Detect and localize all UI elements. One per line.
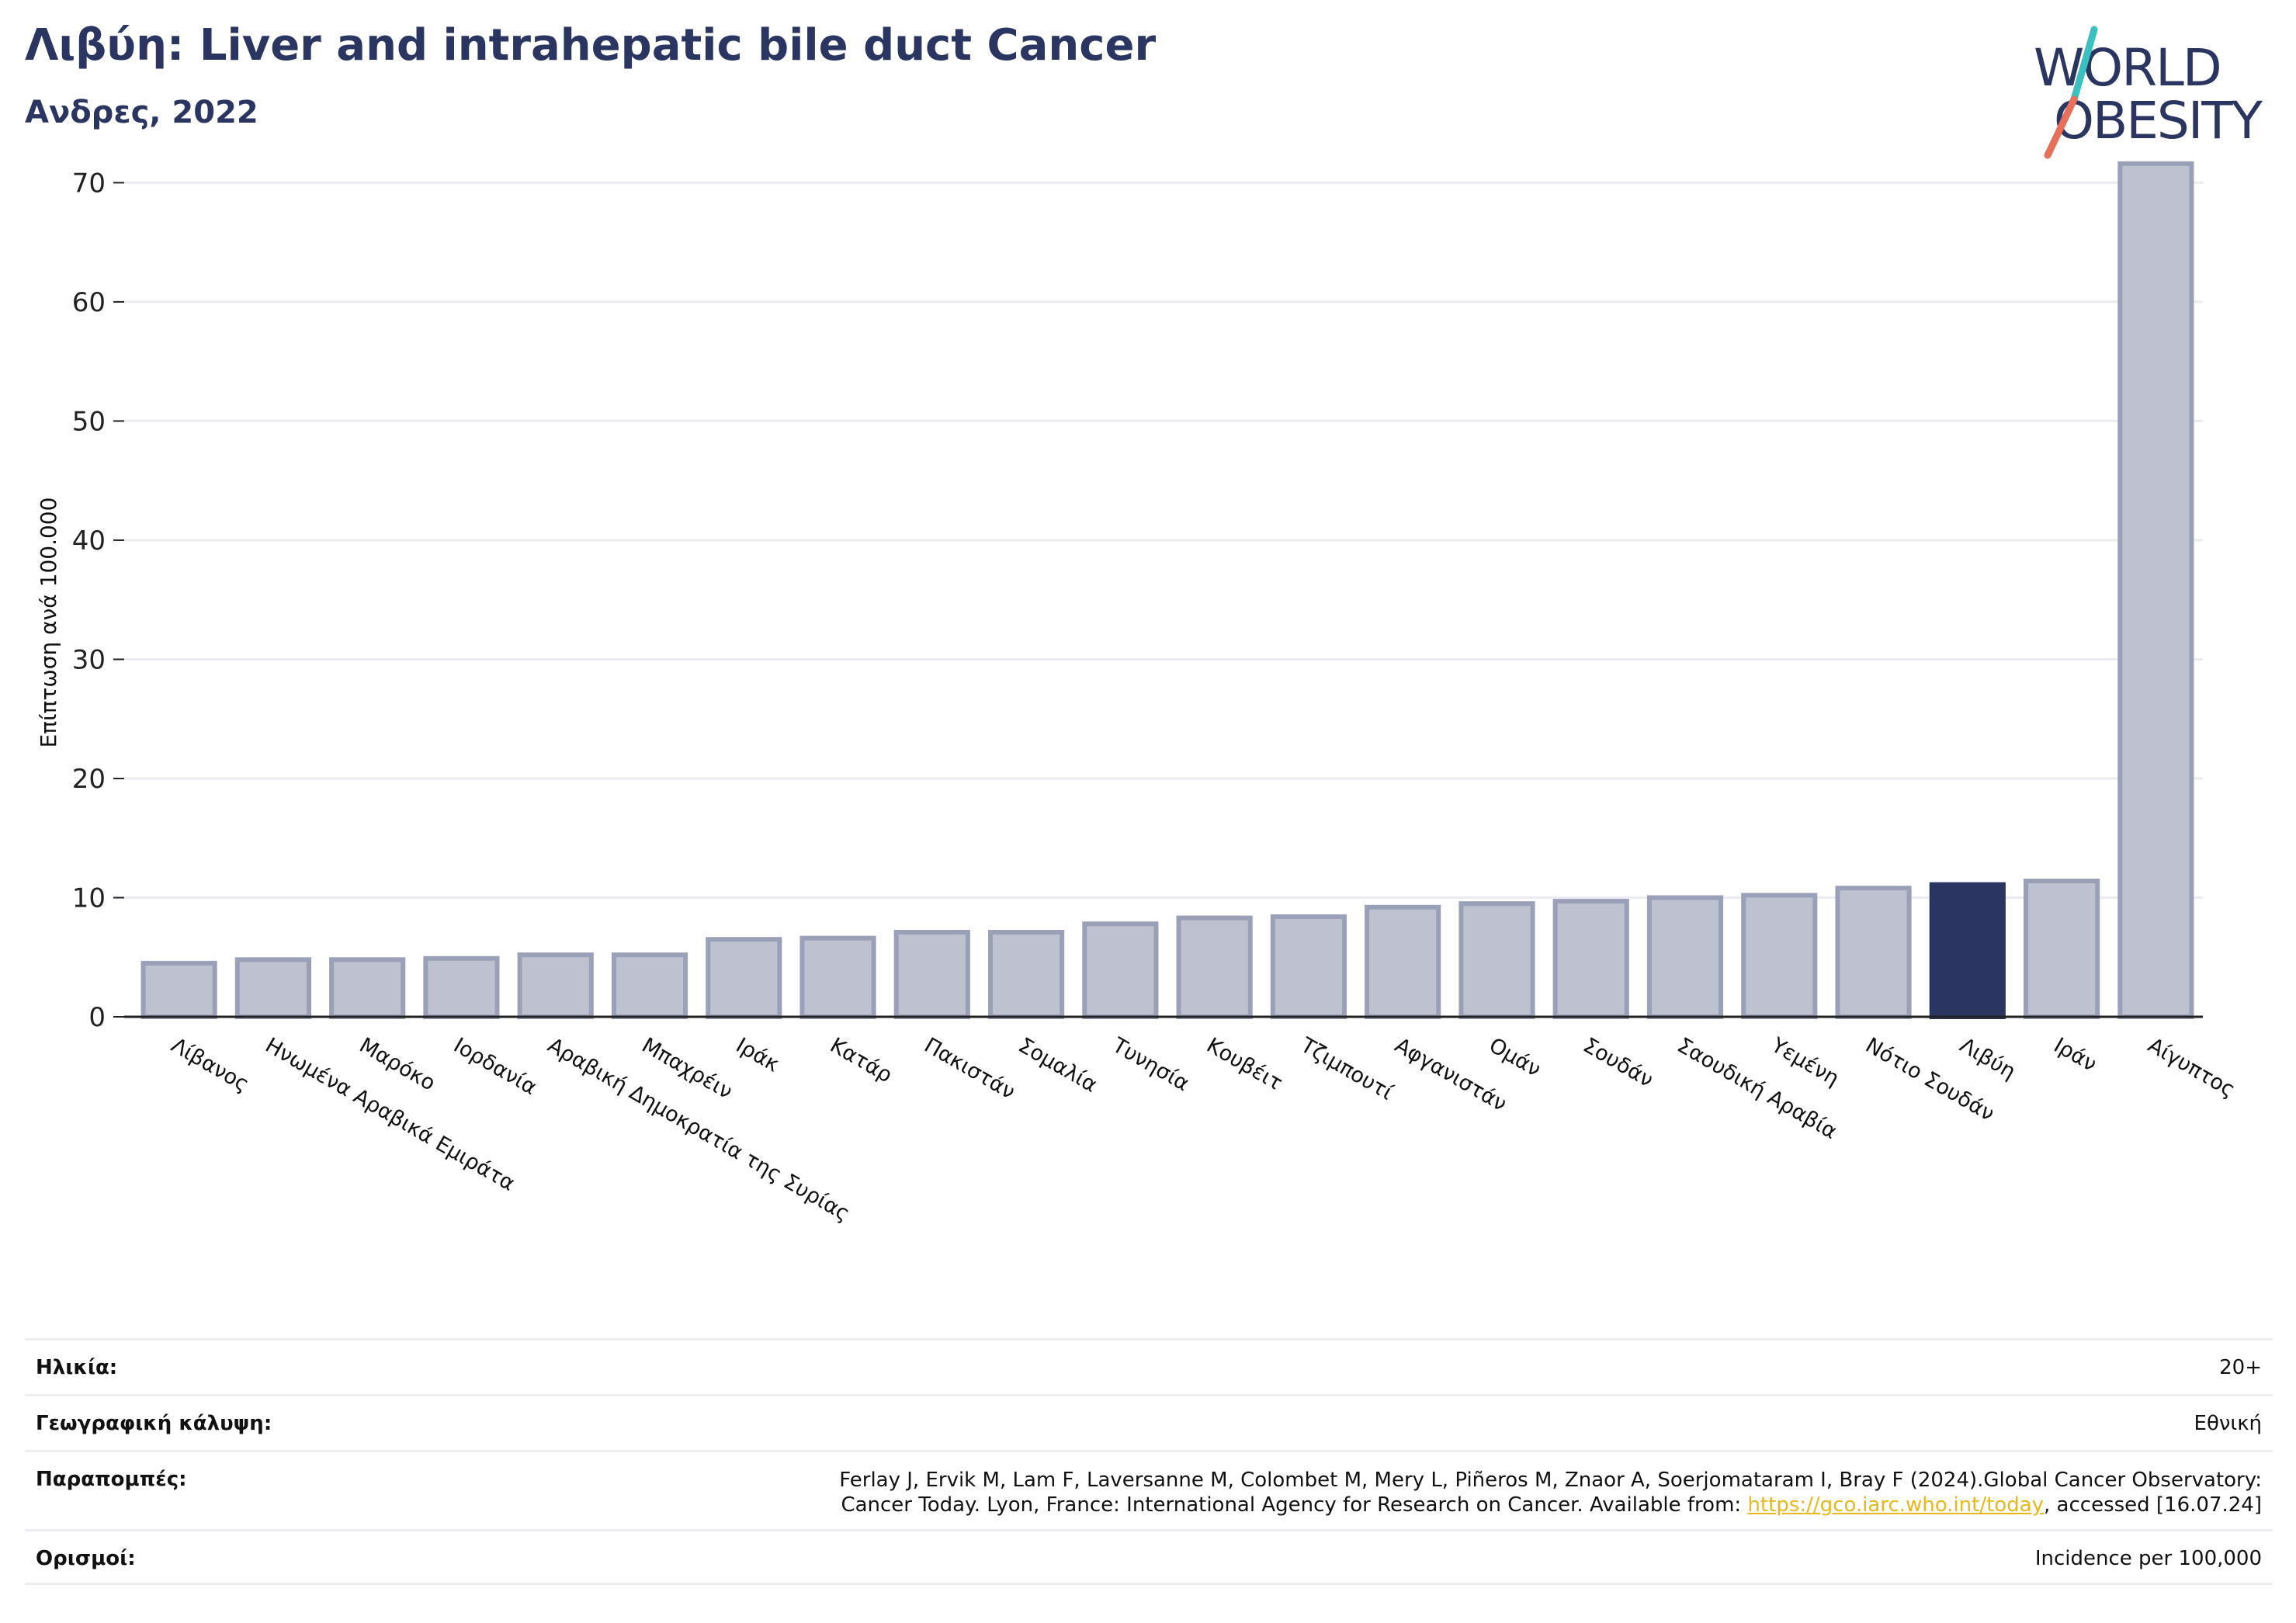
y-tick-label: 10 [72, 883, 106, 914]
x-tick-label: Ιορδανία [449, 1033, 541, 1100]
x-tick-label: Τζιμπουτί [1296, 1033, 1397, 1105]
x-tick-label: Λιβύη [1955, 1033, 2020, 1084]
logo-slash-coral [2044, 95, 2078, 159]
footer-row-coverage: Γεωγραφική κάλυψη: Εθνική [25, 1394, 2273, 1450]
chart-title: Λιβύη: Liver and intrahepatic bile duct … [25, 20, 1157, 71]
bars [140, 161, 2194, 1020]
footer-label-references: Παραπομπές: [36, 1468, 187, 1491]
bar [1458, 901, 1535, 1019]
bar [517, 952, 594, 1019]
logo-word-obesity: OBESITY [2054, 91, 2263, 151]
bar [423, 955, 500, 1019]
bar [1365, 904, 1441, 1020]
gridlines [124, 181, 2203, 899]
bar [1552, 899, 1629, 1020]
bar [799, 935, 876, 1019]
bar [988, 930, 1065, 1019]
y-tick-label: 70 [72, 168, 106, 199]
y-tick-label: 30 [72, 644, 106, 675]
y-tick-label: 0 [88, 1002, 106, 1033]
x-tick-label: Λίβανος [167, 1033, 253, 1097]
footer-label-age: Ηλικία: [36, 1356, 118, 1379]
footer-label-definitions: Ορισμοί: [36, 1547, 136, 1570]
x-tick-label: Ιράν [2050, 1033, 2101, 1077]
axes [113, 182, 2203, 1018]
x-tick-label: Τυνησία [1108, 1033, 1193, 1097]
logo-word-world: WORLD [2034, 38, 2221, 98]
bar [893, 930, 970, 1019]
logo-slash-teal [2070, 26, 2098, 103]
footer-info-table: Ηλικία: 20+ Γεωγραφική κάλυψη: Εθνική Πα… [25, 1338, 2273, 1585]
footer-value-definitions: Incidence per 100,000 [2034, 1547, 2262, 1570]
bar [1741, 893, 1818, 1020]
x-tick-label: Κατάρ [826, 1033, 897, 1087]
reference-line-2-post: , accessed [16.07.24] [2044, 1493, 2262, 1517]
reference-line-2-pre: Cancer Today. Lyon, France: Internationa… [841, 1493, 1748, 1517]
bar [1176, 915, 1253, 1019]
footer-value-coverage: Εθνική [2194, 1412, 2262, 1435]
y-tick-label: 60 [72, 287, 106, 318]
x-tick-label: Μαρόκο [355, 1033, 439, 1095]
footer-row-age: Ηλικία: 20+ [25, 1338, 2273, 1394]
x-tick-label: Υεμένη [1767, 1033, 1843, 1091]
bar [1835, 886, 1912, 1020]
footer-row-references: Παραπομπές: Ferlay J, Ervik M, Lam F, La… [25, 1450, 2273, 1529]
reference-line-1: Ferlay J, Ervik M, Lam F, Laversanne M, … [839, 1469, 2262, 1492]
bar [1082, 921, 1159, 1019]
bar [1270, 914, 1347, 1020]
x-tick-label: Πακιστάν [920, 1033, 1019, 1105]
bar [1929, 882, 2006, 1019]
x-tick-label: Σαουδική Αραβία [1673, 1033, 1841, 1144]
bar [2117, 161, 2194, 1019]
x-tick-label: Σουδάν [1579, 1033, 1657, 1092]
y-tick-label: 50 [72, 406, 106, 437]
y-tick-label: 20 [72, 764, 106, 795]
world-obesity-logo: WORLD OBESITY [2034, 26, 2265, 159]
footer-label-coverage: Γεωγραφική κάλυψη: [36, 1412, 272, 1435]
y-tick-label: 40 [72, 525, 106, 557]
bar [611, 952, 688, 1019]
footer-value-references: Ferlay J, Ervik M, Lam F, Laversanne M, … [839, 1468, 2262, 1517]
bar [329, 957, 406, 1019]
bar [234, 957, 311, 1019]
bar [706, 937, 782, 1019]
bar [140, 960, 217, 1020]
bar [1646, 895, 1724, 1019]
bar [2024, 878, 2100, 1020]
x-tick-label: Κουβέιτ [1202, 1033, 1286, 1095]
reference-link[interactable]: https://gco.iarc.who.int/today [1747, 1493, 2045, 1517]
footer-row-definitions: Ορισμοί: Incidence per 100,000 [25, 1529, 2273, 1585]
x-tick-label: Αίγυπτος [2144, 1033, 2239, 1102]
y-axis-label: Επίπτωση ανά 100.000 [36, 498, 61, 748]
chart-subtitle: Ανδρες, 2022 [25, 95, 258, 130]
footer-value-age: 20+ [2219, 1356, 2262, 1379]
x-tick-label: Ιράκ [732, 1033, 784, 1077]
x-tick-label: Σομαλία [1014, 1033, 1101, 1098]
x-tick-label: Ομάν [1485, 1033, 1545, 1082]
